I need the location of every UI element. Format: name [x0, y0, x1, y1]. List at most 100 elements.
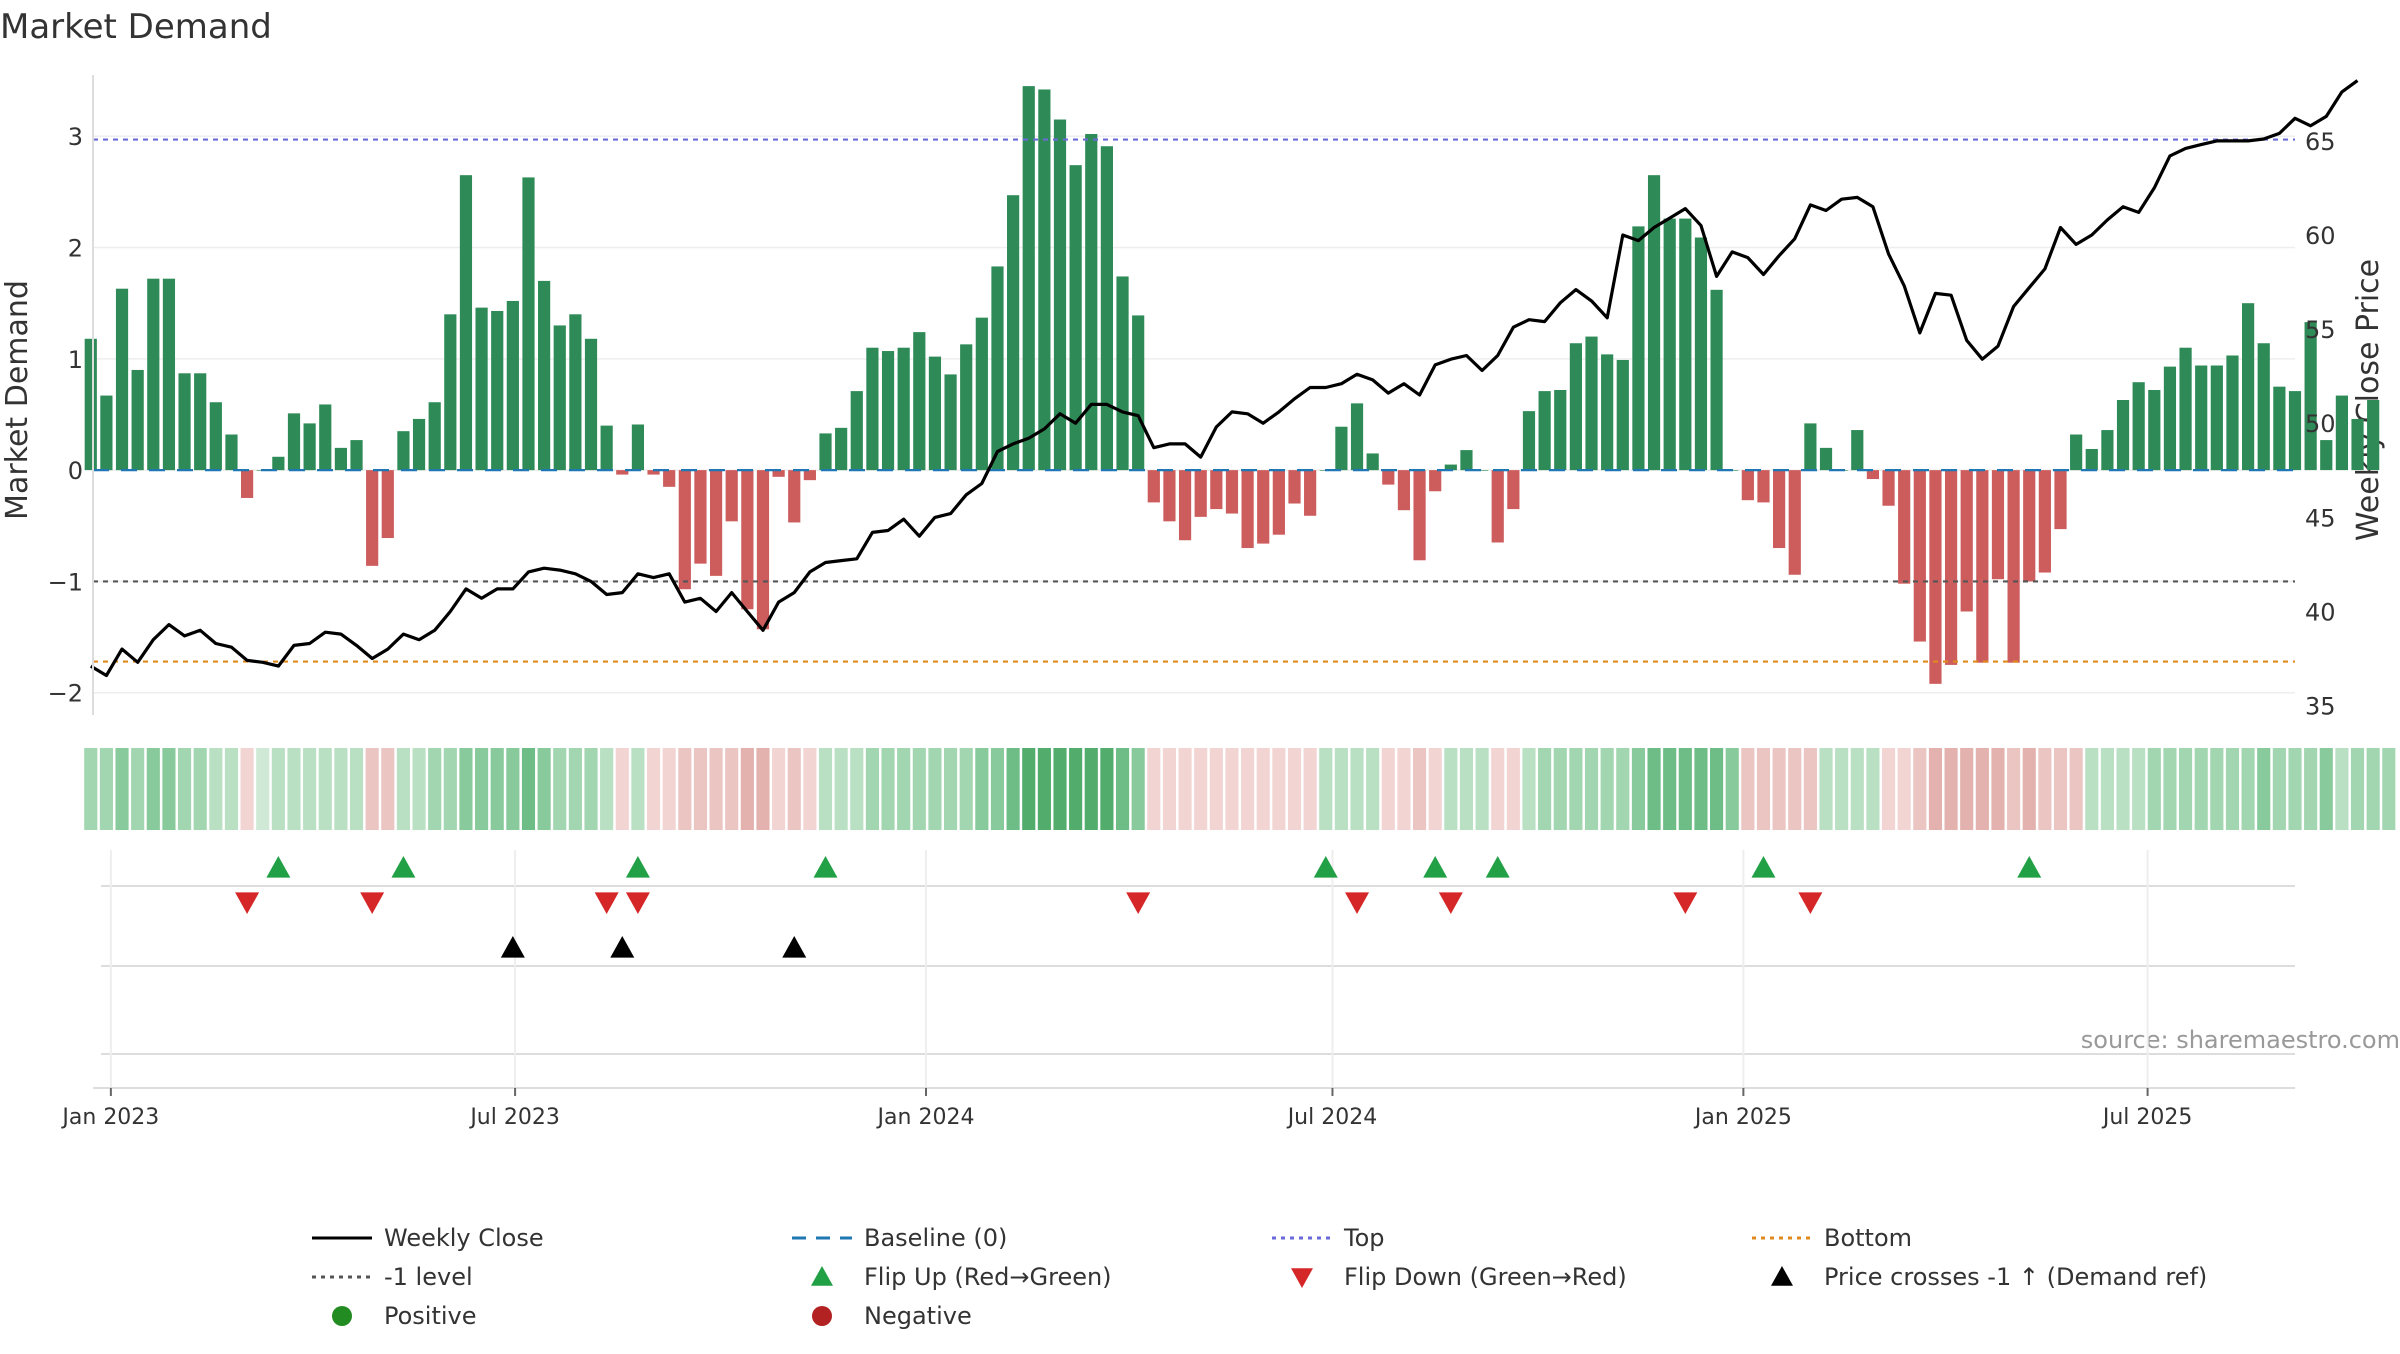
regime-cell — [803, 748, 817, 830]
demand-bar-positive — [538, 280, 551, 471]
regime-cell — [2366, 748, 2380, 830]
regime-cell — [1131, 748, 1145, 830]
demand-bar-positive — [944, 374, 957, 471]
regime-cell — [2100, 748, 2114, 830]
demand-bar-negative — [725, 470, 738, 522]
demand-bar-negative — [1178, 470, 1192, 541]
demand-bar-negative — [1304, 470, 1317, 516]
demand-bar-negative — [1507, 470, 1520, 510]
regime-cell — [256, 748, 270, 830]
demand-bar-positive — [991, 266, 1004, 471]
regime-cell — [568, 748, 582, 830]
demand-bar-negative — [1272, 470, 1285, 535]
regime-cell — [1444, 748, 1458, 830]
regime-cell — [1538, 748, 1552, 830]
demand-bar-positive — [631, 424, 645, 471]
demand-bar-positive — [2070, 434, 2083, 471]
regime-cell — [443, 748, 457, 830]
demand-bar-negative — [1913, 470, 1926, 642]
flip-up-marker — [1423, 856, 1448, 878]
right-tick-label: 60 — [2305, 222, 2336, 250]
regime-cell — [678, 748, 692, 830]
regime-cell — [131, 748, 145, 830]
demand-bar-negative — [1929, 470, 1942, 684]
demand-bar-positive — [522, 177, 535, 471]
demand-bar-positive — [2242, 303, 2255, 471]
demand-bar-positive — [1632, 226, 1645, 471]
regime-cell — [2053, 748, 2068, 830]
demand-bar-negative — [1210, 470, 1223, 510]
flip-down-marker — [1673, 892, 1698, 914]
regime-cell — [740, 748, 754, 830]
demand-bar-positive — [1022, 86, 1035, 471]
regime-cell — [818, 748, 833, 830]
regime-cell — [162, 748, 176, 830]
demand-bar-positive — [2335, 395, 2348, 471]
demand-bar-negative — [678, 470, 691, 590]
demand-bar-positive — [2085, 448, 2098, 471]
demand-bar-negative — [1960, 470, 1973, 612]
demand-bar-negative — [366, 470, 379, 566]
demand-bar-positive — [209, 402, 222, 471]
regime-cell — [1647, 748, 1661, 830]
regime-cell — [1772, 748, 1786, 830]
regime-cell — [756, 748, 770, 830]
left-tick-label: −1 — [48, 568, 83, 596]
demand-bar-negative — [1757, 470, 1770, 503]
demand-bar-positive — [1444, 464, 1457, 471]
demand-bar-positive — [866, 347, 879, 471]
demand-bar-negative — [709, 470, 723, 576]
regime-cell — [1788, 748, 1802, 830]
demand-bar-negative — [1491, 470, 1504, 543]
legend-swatch — [332, 1306, 352, 1326]
regime-cell — [1178, 748, 1192, 830]
regime-cell — [631, 748, 645, 830]
regime-cell — [1319, 748, 1333, 830]
regime-cell — [787, 748, 801, 830]
demand-bar-positive — [428, 402, 441, 471]
regime-cell — [2304, 748, 2318, 830]
demand-bar-negative — [1382, 470, 1395, 485]
regime-cell — [1491, 748, 1505, 830]
regime-cell — [428, 748, 442, 830]
regime-cell — [2085, 748, 2099, 830]
regime-cell — [318, 748, 332, 830]
demand-bar-positive — [1601, 354, 1614, 471]
demand-bar-positive — [2351, 418, 2364, 471]
demand-bar-negative — [772, 470, 785, 477]
regime-cell — [365, 748, 379, 830]
price-cross-marker — [500, 936, 525, 958]
regime-cell — [396, 748, 410, 830]
demand-bar-negative — [240, 470, 254, 498]
right-tick-label: 45 — [2305, 504, 2336, 532]
regime-cell — [2257, 748, 2271, 830]
regime-cell — [1162, 748, 1176, 830]
demand-bar-negative — [616, 470, 629, 475]
regime-cell — [115, 748, 129, 830]
legend-swatch — [812, 1306, 832, 1326]
regime-cell — [1241, 748, 1255, 830]
demand-bar-negative — [1288, 470, 1301, 504]
regime-cell — [975, 748, 989, 830]
demand-bar-positive — [2257, 343, 2270, 471]
demand-bar-positive — [475, 307, 488, 471]
demand-bar-negative — [1397, 470, 1411, 511]
regime-cell — [1960, 748, 1974, 830]
demand-bar-negative — [2023, 470, 2036, 582]
left-tick-label: 0 — [68, 457, 83, 485]
demand-bar-positive — [1679, 218, 1692, 471]
right-tick-label: 65 — [2305, 128, 2336, 156]
demand-bar-positive — [1335, 426, 1348, 471]
regime-cell — [772, 748, 786, 830]
regime-cell — [1913, 748, 1927, 830]
regime-cell — [1334, 748, 1348, 830]
regime-cell — [490, 748, 504, 830]
regime-cell — [2163, 748, 2177, 830]
regime-cell — [1459, 748, 1474, 830]
regime-cell — [271, 748, 285, 830]
demand-bar-positive — [491, 310, 504, 471]
demand-bar-positive — [506, 300, 519, 471]
regime-cell — [287, 748, 301, 830]
